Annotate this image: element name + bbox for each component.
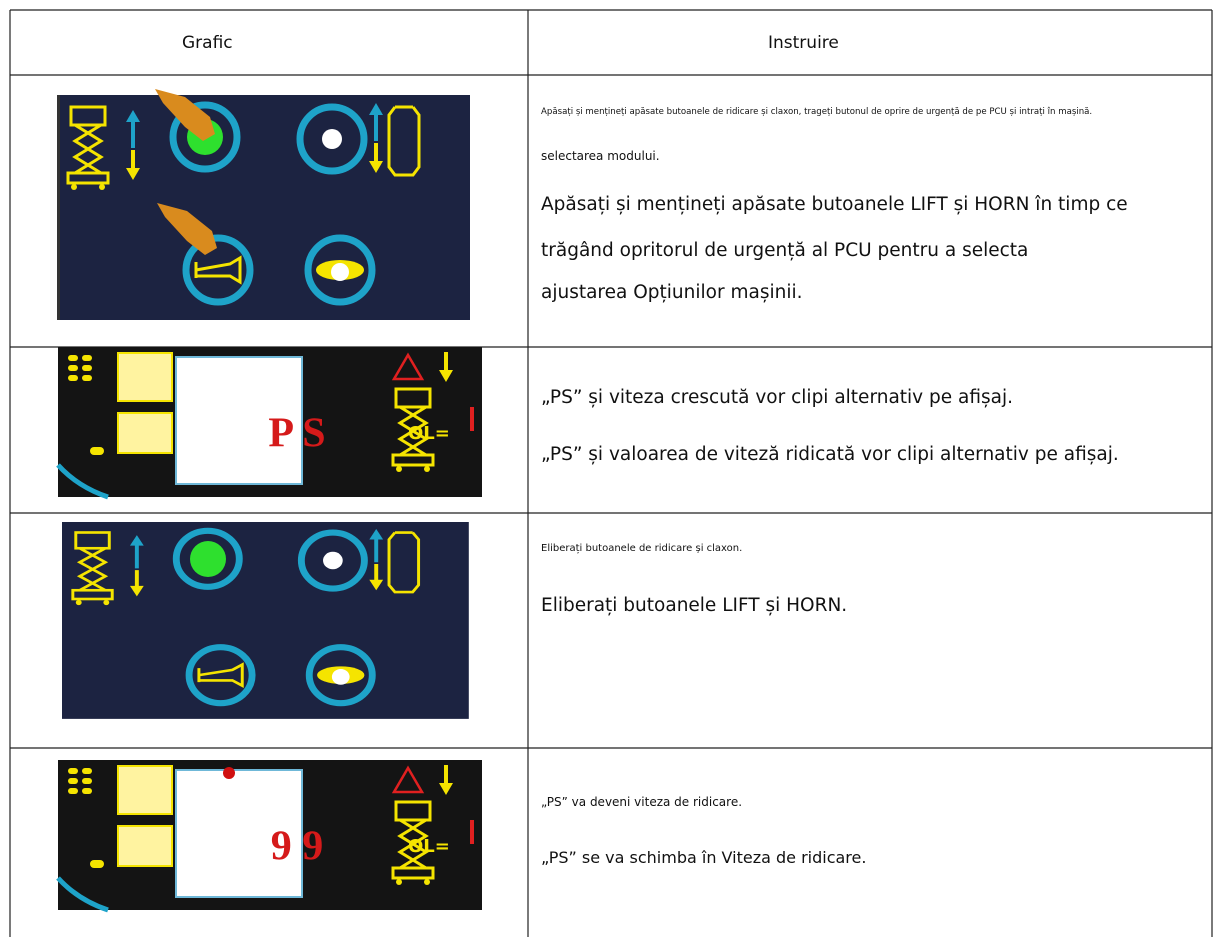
instruction-text: „PS” și viteza crescută vor clipi altern… bbox=[541, 387, 1013, 408]
display-text: 9 9 bbox=[271, 824, 324, 870]
load-label: OL= bbox=[408, 836, 450, 857]
instruction-text: Apăsați și mențineți apăsate butoanele d… bbox=[541, 107, 1093, 117]
header-cell: Instruire bbox=[768, 33, 839, 53]
instruction-text: „PS” și valoarea de viteză ridicată vor … bbox=[541, 444, 1119, 465]
instruction-text: trăgând opritorul de urgență al PCU pent… bbox=[541, 240, 1029, 261]
instruction-text: Apăsați și mențineți apăsate butoanele L… bbox=[541, 194, 1128, 215]
instruction-text: Eliberați butoanele de ridicare și claxo… bbox=[541, 543, 743, 554]
instruction-text: selectarea modului. bbox=[541, 149, 660, 163]
instruction-text: „PS” se va schimba în Viteza de ridicare… bbox=[541, 848, 867, 867]
load-label: OL= bbox=[408, 423, 450, 444]
instruction-text: „PS” va deveni viteza de ridicare. bbox=[541, 795, 743, 809]
panel-graphic bbox=[57, 89, 470, 320]
instruction-text: Eliberați butoanele LIFT și HORN. bbox=[541, 595, 848, 616]
panel-graphic bbox=[62, 522, 469, 719]
instruction-text: ajustarea Opțiunilor mașinii. bbox=[541, 282, 803, 303]
header-cell: Grafic bbox=[182, 33, 233, 53]
display-text: P S bbox=[268, 411, 325, 457]
display-graphic bbox=[58, 760, 482, 910]
